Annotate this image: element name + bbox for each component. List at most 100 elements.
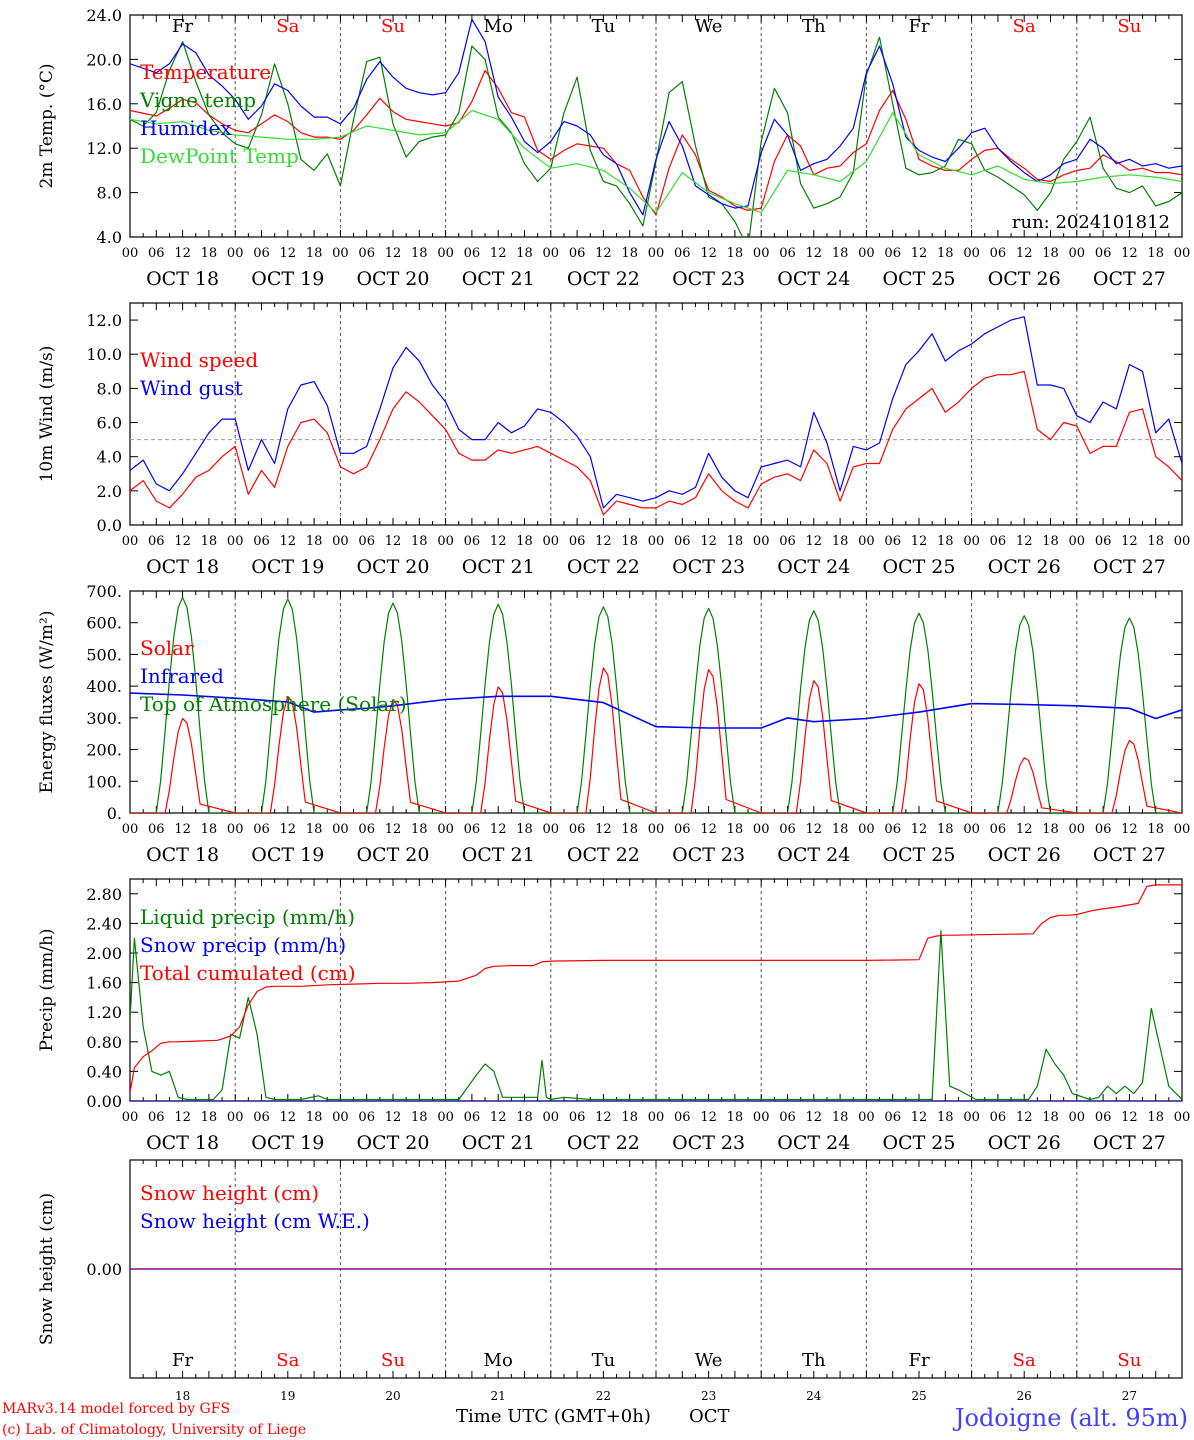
legend-humidex: Humidex bbox=[140, 116, 232, 140]
day-number-label: 27 bbox=[1122, 1389, 1137, 1403]
wind-hour-label: 12 bbox=[700, 534, 717, 549]
precip-hour-label: 06 bbox=[779, 1110, 796, 1125]
temperature-hour-label: 12 bbox=[700, 246, 717, 261]
temperature-hour-label: 00 bbox=[963, 246, 980, 261]
energy-hour-label: 06 bbox=[358, 822, 375, 837]
temperature-hour-label: 12 bbox=[806, 246, 823, 261]
temperature-hour-label: 12 bbox=[595, 246, 612, 261]
wind-hour-label: 00 bbox=[227, 534, 244, 549]
wind-hour-label: 00 bbox=[543, 534, 560, 549]
precip-y-tick-label: 0.80 bbox=[86, 1033, 122, 1052]
wind-hour-label: 00 bbox=[1069, 534, 1086, 549]
temperature-y-tick-label: 8.0 bbox=[97, 184, 122, 203]
wind-hour-label: 18 bbox=[201, 534, 218, 549]
temperature-date-label: OCT 23 bbox=[672, 268, 745, 290]
day-number-label: 26 bbox=[1017, 1389, 1032, 1403]
energy-hour-label: 18 bbox=[201, 822, 218, 837]
energy-hour-label: 18 bbox=[727, 822, 744, 837]
energy-date-label: OCT 23 bbox=[672, 844, 745, 866]
wind-hour-label: 00 bbox=[437, 534, 454, 549]
temperature-hour-label: 12 bbox=[1121, 246, 1138, 261]
wind-hour-label: 12 bbox=[174, 534, 191, 549]
weekday-label: Tu bbox=[592, 16, 616, 37]
weekday-label: Mo bbox=[484, 1350, 513, 1371]
temperature-hour-label: 00 bbox=[437, 246, 454, 261]
wind-hour-label: 12 bbox=[280, 534, 297, 549]
weekday-label: We bbox=[695, 1350, 723, 1371]
series-wind-speed bbox=[130, 370, 1182, 516]
series-solar bbox=[130, 667, 1182, 813]
temperature-date-label: OCT 25 bbox=[882, 268, 955, 290]
wind-hour-label: 06 bbox=[674, 534, 691, 549]
energy-hour-label: 18 bbox=[411, 822, 428, 837]
wind-hour-label: 00 bbox=[963, 534, 980, 549]
temperature-hour-label: 18 bbox=[621, 246, 638, 261]
energy-y-tick-label: 300. bbox=[86, 709, 122, 728]
wind-date-label: OCT 20 bbox=[356, 556, 429, 578]
energy-y-tick-label: 200. bbox=[86, 741, 122, 760]
precip-hour-label: 00 bbox=[1069, 1110, 1086, 1125]
wind-date-label: OCT 23 bbox=[672, 556, 745, 578]
wind-hour-label: 06 bbox=[884, 534, 901, 549]
weekday-label: Sa bbox=[276, 16, 299, 37]
precip-hour-label: 00 bbox=[963, 1110, 980, 1125]
day-number-label: 21 bbox=[491, 1389, 506, 1403]
precip-y-axis-title: Precip (mm/h) bbox=[37, 928, 57, 1051]
legend-temperature: Temperature bbox=[140, 60, 271, 84]
precip-y-tick-label: 0.40 bbox=[86, 1062, 122, 1081]
precip-hour-label: 00 bbox=[858, 1110, 875, 1125]
legend-snow-height-cm: Snow height (cm) bbox=[140, 1181, 319, 1205]
wind-hour-label: 00 bbox=[332, 534, 349, 549]
wind-hour-label: 12 bbox=[490, 534, 507, 549]
energy-hour-label: 12 bbox=[1016, 822, 1033, 837]
day-number-label: 23 bbox=[701, 1389, 716, 1403]
wind-date-label: OCT 22 bbox=[567, 556, 640, 578]
temperature-date-label: OCT 22 bbox=[567, 268, 640, 290]
credit-line-2: (c) Lab. of Climatology, University of L… bbox=[2, 1422, 306, 1438]
wind-date-label: OCT 25 bbox=[882, 556, 955, 578]
wind-date-label: OCT 19 bbox=[251, 556, 324, 578]
temperature-date-label: OCT 18 bbox=[146, 268, 219, 290]
wind-hour-label: 12 bbox=[911, 534, 928, 549]
credit-line-1: MARv3.14 model forced by GFS bbox=[2, 1401, 230, 1417]
energy-hour-label: 12 bbox=[700, 822, 717, 837]
precip-hour-label: 12 bbox=[174, 1110, 191, 1125]
temperature-y-tick-label: 20.0 bbox=[86, 50, 122, 69]
temperature-hour-label: 00 bbox=[1069, 246, 1086, 261]
precip-date-label: OCT 22 bbox=[567, 1132, 640, 1154]
wind-y-tick-label: 12.0 bbox=[86, 311, 122, 330]
wind-date-label: OCT 26 bbox=[988, 556, 1061, 578]
energy-date-label: OCT 20 bbox=[356, 844, 429, 866]
energy-date-label: OCT 21 bbox=[462, 844, 535, 866]
precip-hour-label: 18 bbox=[621, 1110, 638, 1125]
snow-y-axis-title: Snow height (cm) bbox=[37, 1193, 57, 1345]
energy-hour-label: 00 bbox=[543, 822, 560, 837]
temperature-date-label: OCT 21 bbox=[462, 268, 535, 290]
snow-y-tick-label: 0.00 bbox=[86, 1260, 122, 1279]
wind-hour-label: 12 bbox=[1121, 534, 1138, 549]
energy-y-tick-label: 600. bbox=[86, 614, 122, 633]
energy-hour-label: 18 bbox=[621, 822, 638, 837]
legend-snow-height-cm-w-e: Snow height (cm W.E.) bbox=[140, 1209, 370, 1233]
x-axis-title: Time UTC (GMT+0h) bbox=[456, 1406, 651, 1427]
precip-y-tick-label: 0.00 bbox=[86, 1092, 122, 1111]
temperature-hour-label: 12 bbox=[174, 246, 191, 261]
series-humidex bbox=[130, 18, 1182, 216]
precip-hour-label: 12 bbox=[700, 1110, 717, 1125]
precip-date-label: OCT 21 bbox=[462, 1132, 535, 1154]
wind-hour-label: 18 bbox=[937, 534, 954, 549]
precip-hour-label: 06 bbox=[1095, 1110, 1112, 1125]
precip-hour-label: 06 bbox=[148, 1110, 165, 1125]
precip-hour-label: 18 bbox=[306, 1110, 323, 1125]
precip-y-tick-label: 1.20 bbox=[86, 1003, 122, 1022]
energy-hour-label: 00 bbox=[1174, 822, 1191, 837]
wind-hour-label: 18 bbox=[832, 534, 849, 549]
weekday-label: Fr bbox=[908, 16, 929, 37]
temperature-hour-label: 00 bbox=[332, 246, 349, 261]
series-top-of-atmosphere-solar bbox=[130, 596, 1182, 813]
temperature-hour-label: 12 bbox=[490, 246, 507, 261]
temperature-hour-label: 18 bbox=[832, 246, 849, 261]
precip-hour-label: 00 bbox=[332, 1110, 349, 1125]
energy-hour-label: 00 bbox=[648, 822, 665, 837]
wind-hour-label: 06 bbox=[148, 534, 165, 549]
